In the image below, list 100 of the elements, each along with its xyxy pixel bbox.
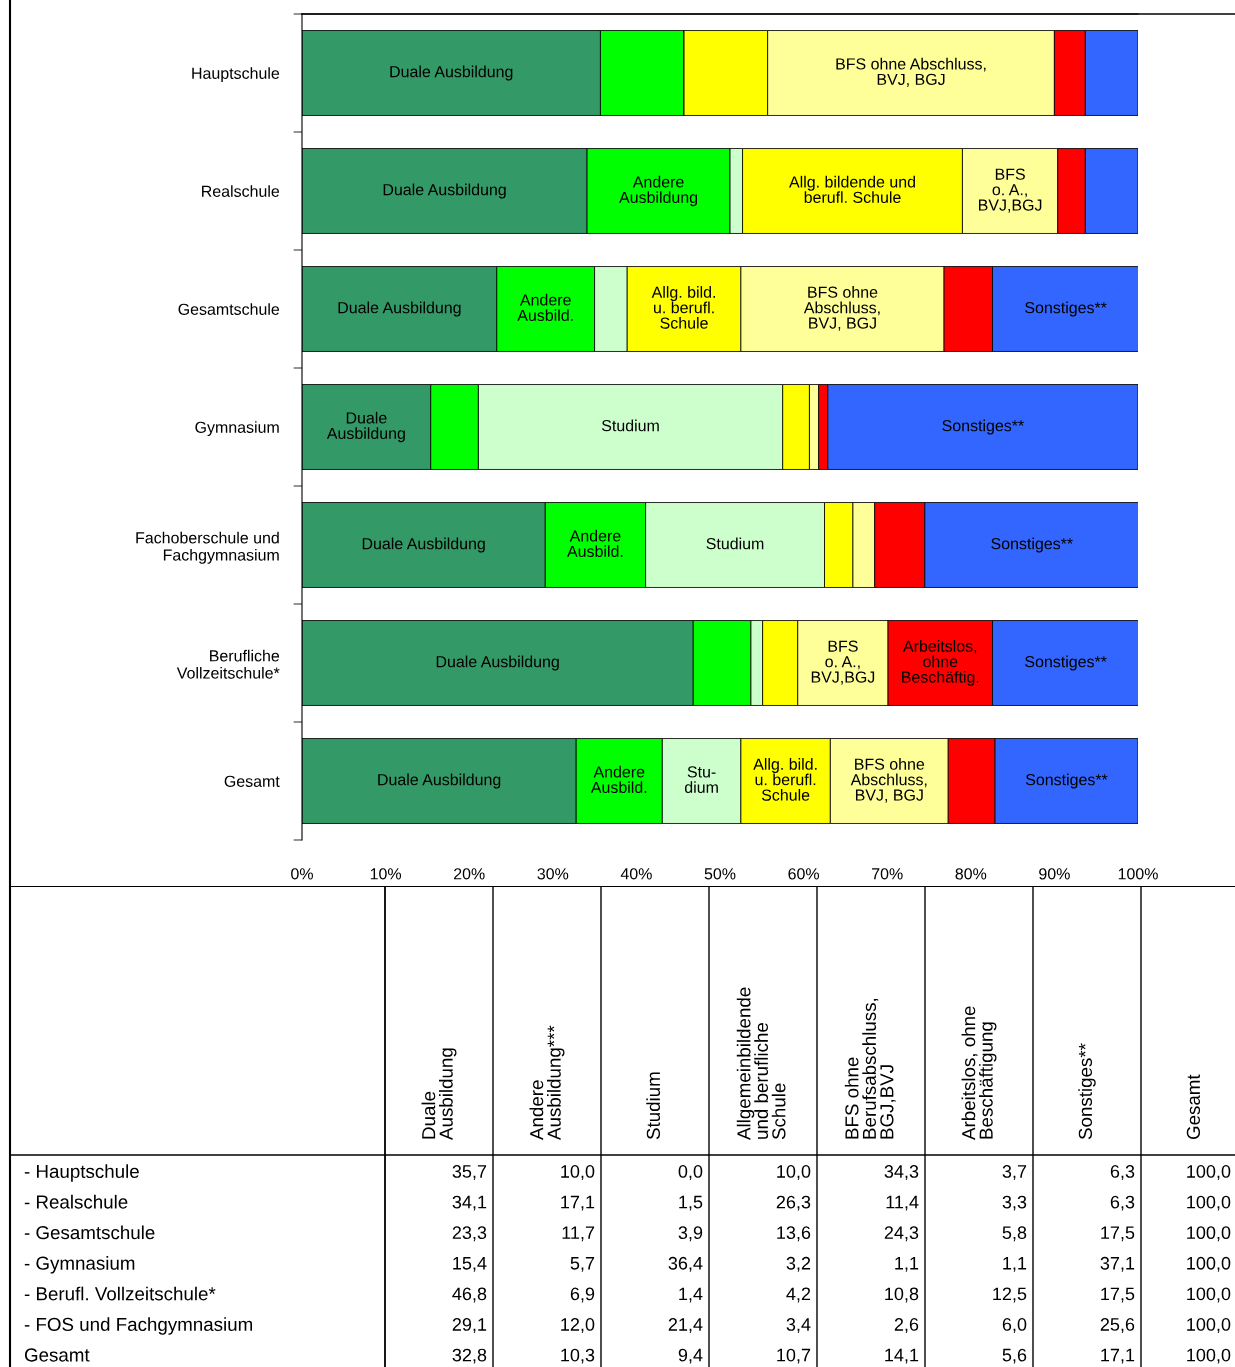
data-label: Duale Ausbildung — [338, 301, 461, 317]
text: 11,4 — [886, 1195, 919, 1211]
data-label: Sonstiges** — [1025, 301, 1107, 317]
category-label: Studium — [646, 1072, 661, 1140]
text: 17,5 — [1101, 1287, 1135, 1303]
data-label: Sonstiges** — [1025, 773, 1108, 789]
text: 100,0 — [1187, 1226, 1231, 1242]
data-label: BFS o. A., BVJ,BGJ — [811, 640, 875, 685]
category-label: - Gesamtschule — [24, 1225, 155, 1240]
y-tick-label: Fachoberschule und Fachgymnasium — [136, 531, 279, 564]
text: 17,5 — [1101, 1226, 1135, 1242]
data-label: Sonstiges** — [942, 419, 1024, 435]
data-label: Duale Ausbildung — [383, 183, 506, 199]
text: 4,2 — [786, 1287, 811, 1303]
text: 3,9 — [678, 1226, 703, 1242]
x-tick-label: 40% — [620, 868, 652, 880]
text: 34,1 — [452, 1195, 487, 1211]
text: 3,7 — [1002, 1165, 1027, 1180]
text: 6,9 — [570, 1287, 595, 1303]
text: 35,7 — [452, 1165, 487, 1180]
data-label: Duale Ausbildung — [362, 537, 485, 553]
x-tick-label: 70% — [872, 868, 903, 880]
category-label: Allgemeinbildende und berufliche Schule — [736, 987, 786, 1140]
category-label: Duale Ausbildung — [421, 1048, 457, 1140]
text: 0,0 — [678, 1165, 703, 1180]
text: 1,4 — [679, 1287, 703, 1303]
text: 5,6 — [1002, 1348, 1027, 1364]
data-label: Andere Ausbild. — [517, 293, 573, 322]
category-label: Arbeitslos, ohne Beschäftigung — [961, 1006, 997, 1140]
y-tick-label: Gymnasium — [195, 421, 279, 437]
text: 26,3 — [776, 1195, 811, 1211]
data-label: Sonstiges** — [991, 537, 1073, 553]
category-label: - Gymnasium — [24, 1256, 135, 1274]
data-label: Duale Ausbildung — [326, 411, 405, 443]
data-label: Allg. bild. u. berufl. Schule — [651, 286, 715, 329]
data-label: Arbeitslos, ohne Beschäftig. — [902, 640, 979, 686]
x-tick-label: 90% — [1039, 868, 1070, 880]
text: 100,0 — [1187, 1165, 1231, 1180]
text: 1,5 — [679, 1195, 703, 1211]
text: 1,1 — [895, 1257, 919, 1272]
category-label: Gesamt — [24, 1348, 90, 1362]
text: 6,0 — [1002, 1318, 1027, 1333]
x-tick-label: 60% — [788, 868, 820, 880]
text: 6,3 — [1110, 1165, 1135, 1180]
category-label: - Hauptschule — [24, 1164, 139, 1182]
x-tick-label: 50% — [704, 868, 736, 880]
text: 24,3 — [884, 1226, 919, 1242]
data-label: BFS ohne Abschluss, BVJ, BGJ — [850, 758, 927, 803]
text: 100,0 — [1187, 1318, 1231, 1333]
category-label: Gesamt — [1186, 1074, 1201, 1140]
y-tick-label: Berufliche Vollzeitschule* — [176, 649, 280, 679]
text: 21,4 — [668, 1318, 703, 1333]
data-label: Studium — [706, 537, 764, 550]
x-tick-label: 20% — [454, 868, 485, 880]
category-label: - FOS und Fachgymnasium — [24, 1317, 253, 1335]
text: 10,3 — [561, 1348, 595, 1364]
text: 1,1 — [1003, 1257, 1027, 1272]
text: 100,0 — [1187, 1195, 1231, 1211]
data-label: BFS ohne Abschluss, BVJ, BGJ — [803, 286, 880, 331]
data-label: Duale Ausbildung — [378, 773, 501, 789]
text: 46,8 — [452, 1287, 487, 1303]
category-label: Andere Ausbildung*** — [529, 1025, 565, 1140]
text: 10,0 — [777, 1165, 811, 1180]
text: 15,4 — [453, 1257, 487, 1272]
category-label: Sonstiges** — [1078, 1043, 1096, 1140]
data-label: Studium — [601, 419, 659, 432]
text: 34,3 — [884, 1165, 919, 1180]
text: 10,7 — [777, 1348, 811, 1364]
data-label: BFS ohne Abschluss, BVJ, BGJ — [836, 57, 986, 87]
text: 12,0 — [561, 1318, 595, 1333]
text: 3,2 — [786, 1256, 811, 1272]
text: 5,7 — [570, 1257, 595, 1272]
text: 100,0 — [1187, 1287, 1231, 1303]
category-label: - Realschule — [24, 1194, 128, 1209]
text: 100,0 — [1187, 1256, 1231, 1272]
text: 100,0 — [1187, 1348, 1231, 1364]
y-tick-label: Gesamt — [224, 775, 280, 787]
data-label: Allg. bildende und berufl. Schule — [789, 175, 915, 204]
text: 17,1 — [561, 1195, 595, 1211]
text: 25,6 — [1100, 1318, 1135, 1333]
x-tick-label: 30% — [537, 868, 569, 880]
x-tick-label: 0% — [291, 868, 313, 880]
text: 36,4 — [668, 1256, 703, 1272]
data-label: Allg. bild. u. berufl. Schule — [753, 758, 817, 801]
data-label: Duale Ausbildung — [436, 655, 559, 671]
data-label: Andere Ausbildung — [619, 175, 698, 207]
text: 2,6 — [894, 1318, 919, 1333]
x-tick-label: 80% — [955, 868, 987, 880]
text: 10,0 — [561, 1165, 595, 1180]
text: 3,3 — [1002, 1195, 1027, 1211]
y-tick-label: Realschule — [202, 185, 280, 197]
x-tick-label: 100% — [1118, 868, 1158, 880]
category-label: - Berufl. Vollzeitschule* — [24, 1286, 216, 1301]
text: 32,8 — [452, 1348, 487, 1364]
data-label: Sonstiges** — [1025, 655, 1107, 671]
text: 5,8 — [1002, 1226, 1027, 1242]
text: 23,3 — [452, 1226, 487, 1242]
text: 14,1 — [885, 1348, 919, 1364]
y-tick-label: Hauptschule — [192, 67, 280, 83]
data-label: BFS o. A., BVJ,BGJ — [979, 168, 1042, 213]
